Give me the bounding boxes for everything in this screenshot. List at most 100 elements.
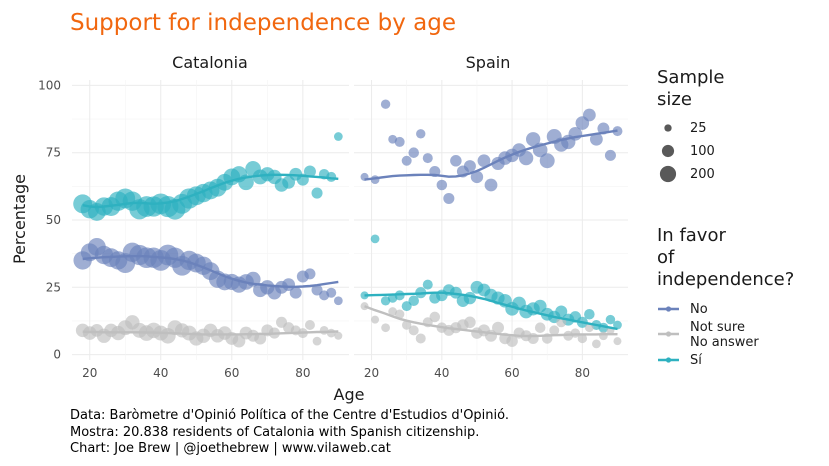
color-legend: In favor of independence? No Not sure No… <box>657 225 794 368</box>
point-notsure-spain <box>388 307 398 316</box>
size-legend-title-line-2: size <box>657 89 692 110</box>
x-tick-label: 60 <box>224 366 239 380</box>
y-axis-ticks: 0 25 50 75 100 <box>38 78 61 361</box>
point-no-spain <box>450 155 462 167</box>
smooth-line-no-catalonia <box>82 254 339 288</box>
y-tick-label: 0 <box>53 348 61 362</box>
point-si-spain <box>370 234 380 244</box>
point-notsure-spain <box>506 335 518 347</box>
point-no-spain <box>526 132 541 147</box>
point-notsure-spain <box>464 316 476 329</box>
x-axis-label: Age <box>334 385 365 404</box>
point-notsure-spain <box>527 332 539 344</box>
point-si-spain <box>584 308 595 320</box>
smooth-line-no-spain <box>364 129 618 181</box>
point-si-spain <box>463 291 477 305</box>
point-notsure-spain <box>534 322 546 333</box>
size-legend-key-100 <box>661 144 675 158</box>
point-si-spain <box>449 286 462 299</box>
point-si-spain <box>408 295 419 307</box>
color-legend-title-line-1: In favor <box>657 225 726 246</box>
point-no-spain <box>394 136 405 147</box>
scatter-points <box>73 99 623 349</box>
point-si-spain <box>613 320 622 330</box>
point-no-spain <box>436 179 448 191</box>
legend-label-notsure-line-1: Not sure <box>690 320 745 335</box>
legend-key-dot-si <box>665 357 672 363</box>
point-notsure-catalonia <box>312 336 322 346</box>
point-notsure-spain <box>394 309 405 319</box>
point-si-spain <box>401 301 412 312</box>
color-legend-title-line-2: of <box>657 247 675 268</box>
point-notsure-spain <box>408 325 419 336</box>
point-notsure-spain <box>381 323 390 333</box>
point-no-spain <box>443 192 455 204</box>
caption-line-3: Chart: Joe Brew | @joethebrew | www.vila… <box>70 441 391 456</box>
point-si-catalonia <box>303 165 316 178</box>
size-legend-keys <box>659 124 677 183</box>
point-notsure-spain <box>415 333 426 344</box>
point-no-spain <box>589 132 603 146</box>
point-si-catalonia <box>333 132 343 141</box>
point-no-spain <box>484 178 498 192</box>
y-tick-label: 50 <box>46 213 61 227</box>
color-legend-title-line-3: independence? <box>657 269 794 290</box>
size-legend-key-25 <box>664 124 672 132</box>
smooth-line-si-catalonia <box>82 173 339 209</box>
chart-title: Support for independence by age <box>70 10 456 36</box>
point-notsure-catalonia <box>326 328 336 338</box>
point-notsure-spain <box>584 323 594 333</box>
point-notsure-spain <box>577 333 588 344</box>
point-notsure-spain <box>592 339 601 349</box>
point-no-spain <box>422 153 433 164</box>
point-no-spain <box>470 170 484 184</box>
point-no-catalonia <box>304 268 316 280</box>
x-tick-label: 20 <box>82 366 97 380</box>
point-no-catalonia <box>289 286 302 299</box>
size-legend-label-200: 200 <box>690 167 715 182</box>
point-no-spain <box>518 150 534 166</box>
size-legend: Sample size 25 100 200 <box>657 67 725 183</box>
point-no-spain <box>408 147 419 158</box>
point-notsure-spain <box>371 315 380 324</box>
point-notsure-spain <box>429 311 441 323</box>
x-tick-label: 60 <box>504 366 519 380</box>
point-no-spain <box>539 153 555 169</box>
legend-label-notsure-line-2: No answer <box>690 335 759 350</box>
point-no-catalonia <box>326 287 337 298</box>
panel-label-spain: Spain <box>466 53 511 72</box>
y-axis-label: Percentage <box>10 174 29 264</box>
point-no-spain <box>416 129 426 139</box>
point-notsure-catalonia <box>304 320 315 330</box>
color-legend-keys <box>658 306 679 363</box>
x-tick-label: 20 <box>364 366 379 380</box>
point-no-catalonia <box>333 296 343 306</box>
point-notsure-spain <box>599 331 608 341</box>
point-notsure-spain <box>613 337 622 346</box>
point-no-spain <box>463 160 476 173</box>
point-no-spain <box>380 99 391 109</box>
smooth-line-notsure-catalonia <box>82 330 339 336</box>
smooth-line-notsure-spain <box>364 305 618 338</box>
caption-line-2: Mostra: 20.838 residents of Catalonia wi… <box>70 425 479 440</box>
y-tick-label: 100 <box>38 78 61 92</box>
point-si-spain <box>605 314 616 325</box>
point-si-catalonia <box>311 187 323 199</box>
point-notsure-spain <box>492 321 505 334</box>
size-legend-title-line-1: Sample <box>657 67 725 88</box>
size-legend-label-25: 25 <box>690 121 707 136</box>
point-notsure-catalonia <box>334 331 343 340</box>
x-tick-label: 80 <box>575 366 590 380</box>
point-notsure-spain <box>549 325 560 336</box>
point-no-spain <box>604 149 616 161</box>
point-no-spain <box>582 108 596 122</box>
smooth-lines <box>82 129 618 338</box>
x-axis-ticks: 20 40 60 80 20 40 60 80 <box>82 366 590 380</box>
caption-line-1: Data: Baròmetre d'Opinió Política of the… <box>70 408 509 423</box>
point-notsure-catalonia <box>254 332 267 345</box>
panel-label-catalonia: Catalonia <box>172 53 248 72</box>
point-si-spain <box>555 305 568 318</box>
legend-key-dot-notsure <box>665 331 672 337</box>
x-tick-label: 40 <box>434 366 449 380</box>
